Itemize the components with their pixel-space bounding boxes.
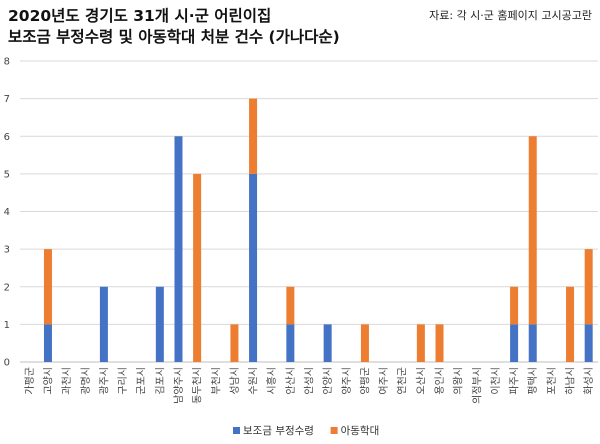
bar-child-abuse: [416, 324, 425, 362]
source-note: 자료: 각 시·군 홈페이지 고시공고란: [429, 9, 592, 22]
y-tick-label: 3: [4, 245, 10, 256]
y-tick-label: 7: [4, 94, 10, 105]
y-tick-label: 0: [4, 358, 10, 369]
x-tick-label: 파주시: [509, 367, 521, 395]
x-tick-label: 과천시: [61, 367, 73, 395]
bar-subsidy-fraud: [249, 173, 258, 362]
bar-subsidy-fraud: [286, 324, 295, 362]
bar-child-abuse: [286, 286, 295, 325]
x-tick-label: 화성시: [583, 367, 595, 395]
bar-child-abuse: [360, 324, 369, 362]
bar-subsidy-fraud: [99, 286, 108, 362]
x-tick-label: 김포시: [154, 367, 166, 395]
x-tick-label: 동두천시: [192, 367, 204, 404]
x-tick-label: 연천군: [397, 367, 409, 395]
bar-subsidy-fraud: [510, 324, 519, 362]
bar-subsidy-fraud: [323, 324, 332, 362]
x-tick-label: 의정부시: [471, 367, 483, 404]
x-tick-label: 의왕시: [453, 367, 465, 395]
bar-child-abuse: [510, 286, 519, 325]
x-tick-label: 성남시: [229, 367, 241, 395]
x-tick-label: 용인시: [434, 367, 446, 395]
x-tick-label: 양주시: [341, 367, 353, 395]
bar-child-abuse: [43, 249, 52, 325]
bar-child-abuse: [193, 173, 202, 362]
x-tick-label: 남양주시: [173, 367, 185, 404]
y-tick-label: 2: [4, 282, 10, 293]
bar-subsidy-fraud: [174, 136, 183, 362]
x-tick-label: 안산시: [285, 367, 297, 395]
legend-swatch-child-abuse: [330, 427, 338, 434]
x-tick-label: 고양시: [42, 367, 54, 395]
bar-child-abuse: [230, 324, 239, 362]
x-tick-label: 평택시: [527, 367, 539, 395]
x-tick-label: 오산시: [415, 367, 427, 395]
bar-child-abuse: [249, 98, 258, 174]
bar-child-abuse: [566, 286, 575, 362]
bar-child-abuse: [528, 136, 537, 325]
x-tick-label: 구리시: [117, 367, 129, 395]
legend-swatch-subsidy-fraud: [233, 427, 240, 434]
bar-child-abuse: [435, 324, 444, 362]
x-tick-label: 안양시: [322, 367, 334, 395]
x-tick-label: 이천시: [490, 367, 502, 395]
x-tick-label: 광명시: [80, 367, 92, 395]
x-tick-label: 여주시: [378, 367, 390, 395]
chart-title: 2020년도 경기도 31개 시·군 어린이집 보조금 부정수령 및 아동학대 …: [8, 6, 340, 48]
y-tick-label: 6: [4, 132, 10, 143]
x-tick-label: 가평군: [24, 367, 36, 395]
bar-subsidy-fraud: [528, 324, 537, 362]
x-tick-label: 수원시: [248, 367, 260, 395]
title-line-1: 2020년도 경기도 31개 시·군 어린이집: [8, 7, 272, 25]
bar-child-abuse: [584, 249, 593, 325]
y-tick-label: 8: [4, 57, 10, 68]
legend-label-child-abuse: 아동학대: [341, 425, 380, 437]
y-tick-label: 5: [4, 169, 10, 180]
x-tick-label: 광주시: [98, 367, 110, 395]
x-tick-label: 하남시: [564, 367, 577, 395]
x-tick-label: 양평군: [359, 367, 371, 395]
x-tick-label: 부천시: [210, 367, 222, 395]
x-tick-label: 안성시: [304, 367, 316, 395]
bar-subsidy-fraud: [584, 324, 593, 362]
y-tick-label: 4: [4, 207, 10, 218]
bar-subsidy-fraud: [155, 286, 164, 362]
bar-subsidy-fraud: [43, 324, 52, 362]
x-tick-label: 포천시: [546, 367, 558, 395]
x-tick-label: 시흥시: [265, 367, 278, 395]
x-tick-label: 군포시: [136, 367, 148, 395]
legend-label-subsidy-fraud: 보조금 부정수령: [243, 425, 314, 437]
title-line-2: 보조금 부정수령 및 아동학대 처분 건수 (가나다순): [8, 28, 340, 46]
y-tick-label: 1: [4, 320, 10, 331]
